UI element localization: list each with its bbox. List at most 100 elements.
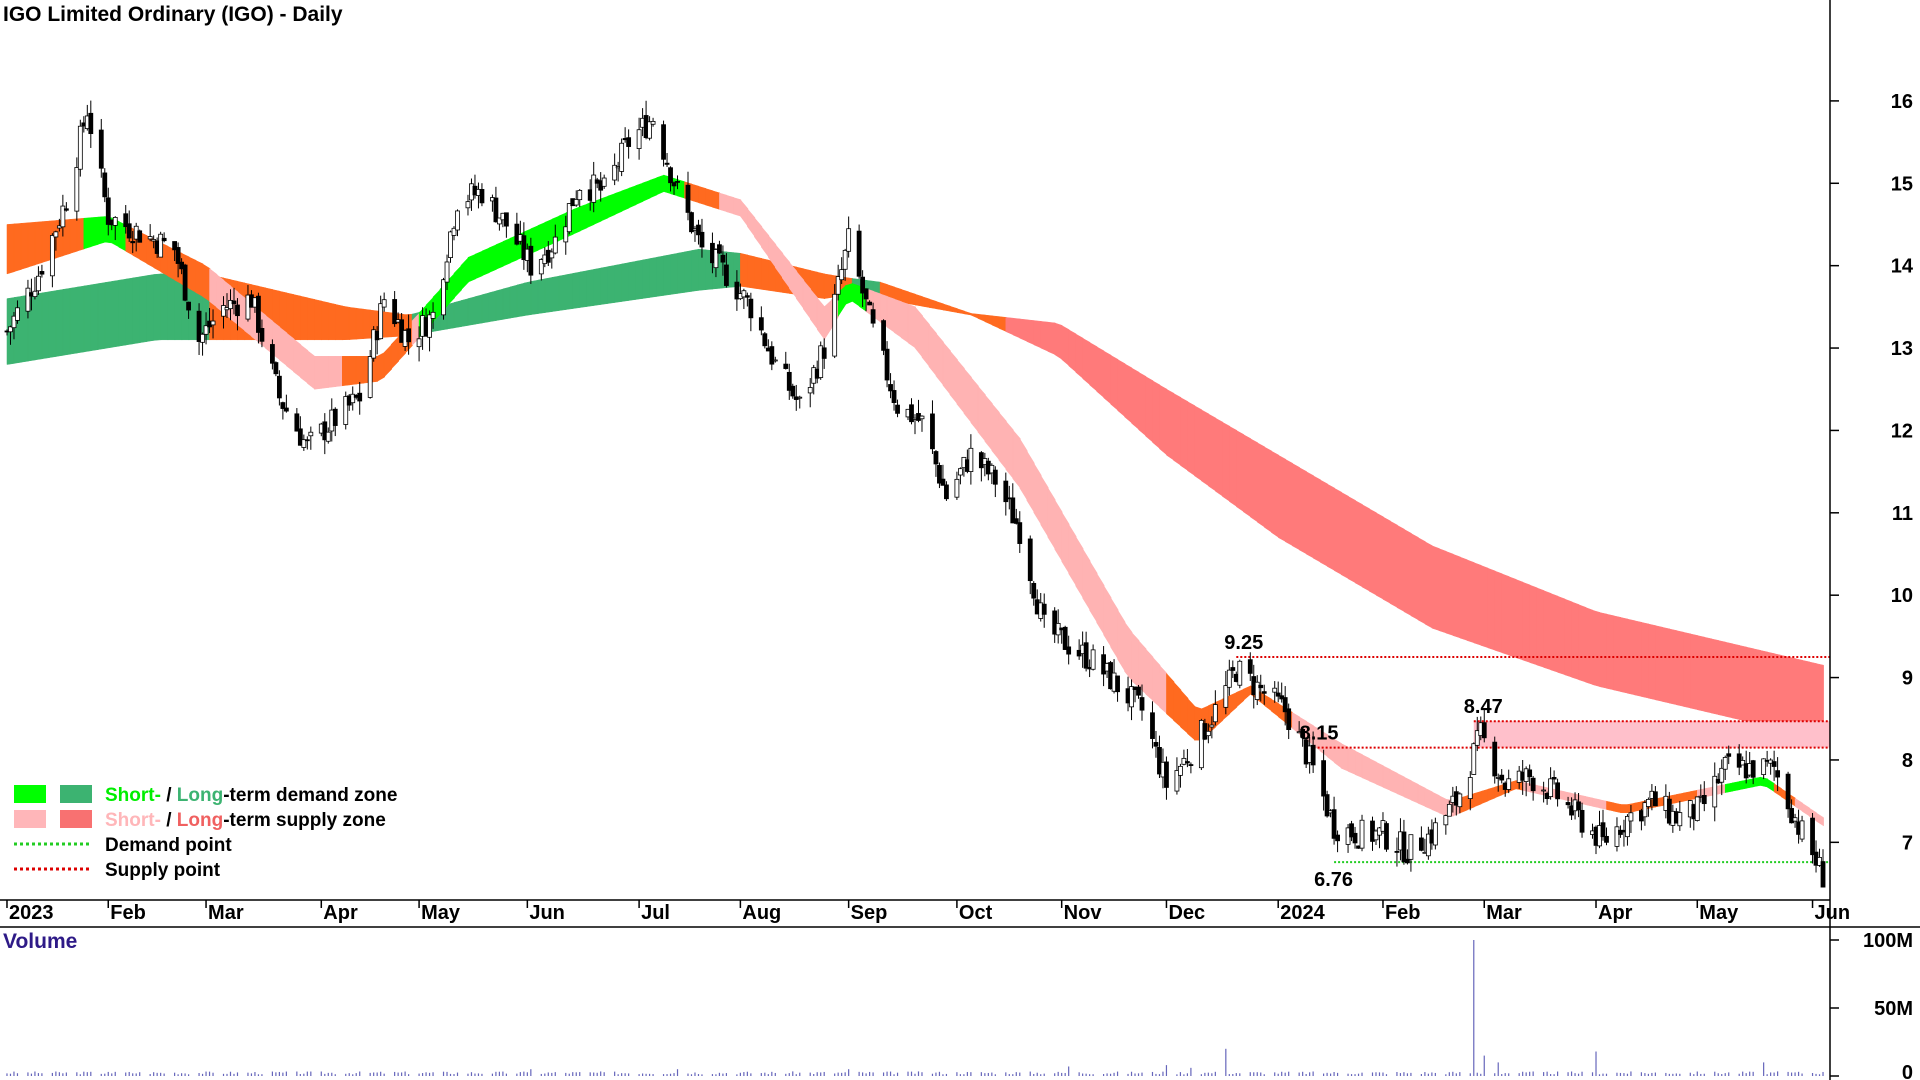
candle-body	[689, 212, 694, 233]
candle-body	[769, 346, 775, 365]
candle-body	[1625, 815, 1630, 838]
long-term-band-segment	[1298, 467, 1307, 555]
long-term-band-segment	[1319, 479, 1328, 567]
candle-body	[259, 328, 265, 342]
long-term-band-segment	[1557, 595, 1566, 676]
long-term-band-segment	[481, 292, 490, 324]
long-term-band-segment	[544, 277, 553, 313]
candle-body	[60, 205, 66, 228]
candle-body	[1785, 773, 1791, 810]
x-tick-label: Feb	[1385, 902, 1421, 924]
long-term-band-segment	[621, 262, 630, 302]
candle-body	[1150, 712, 1155, 739]
legend-label-part: /	[161, 785, 177, 806]
short-term-band-segment	[188, 256, 197, 293]
candle-body	[392, 299, 398, 325]
candle-body	[1789, 808, 1794, 824]
long-term-band-segment	[1438, 548, 1447, 634]
candle-body	[1062, 626, 1068, 650]
long-term-band-segment	[111, 279, 120, 348]
candle-body	[1600, 822, 1606, 838]
candle-body	[1286, 708, 1292, 730]
long-term-band-segment	[1103, 350, 1112, 405]
long-term-band-segment	[516, 282, 525, 318]
candle-body	[283, 407, 289, 412]
long-term-band-segment	[1284, 458, 1294, 547]
candle-body	[1258, 684, 1264, 689]
volume-tick-label: 0	[1902, 1062, 1913, 1080]
long-term-band-segment	[1180, 397, 1189, 472]
short-term-band-segment	[90, 216, 99, 247]
candle-body	[748, 298, 754, 319]
candle-body	[856, 230, 862, 277]
long-term-band-segment	[747, 254, 756, 289]
long-term-band-segment	[628, 260, 637, 301]
long-term-band-segment	[1431, 545, 1440, 631]
short-term-band-segment	[202, 263, 211, 303]
candle-body	[1677, 812, 1683, 827]
x-tick-label: 2023	[9, 902, 54, 924]
long-term-band-segment	[1473, 562, 1482, 646]
short-term-band-segment	[1354, 750, 1363, 779]
candle-body	[343, 396, 349, 425]
short-term-band-segment	[1173, 681, 1182, 728]
candle-body	[1275, 692, 1281, 697]
long-term-band-segment	[565, 273, 574, 310]
candle-body	[1066, 646, 1072, 655]
candle-body	[758, 317, 764, 331]
candle-body	[1701, 795, 1707, 805]
short-term-band-segment	[6, 223, 15, 275]
short-term-band-segment	[928, 323, 937, 377]
candle-body	[1282, 697, 1288, 713]
long-term-band-segment	[1424, 541, 1433, 629]
reference-lines	[1236, 655, 1830, 864]
candle-body	[465, 201, 471, 209]
candle-body	[1205, 730, 1211, 737]
short-term-band-segment	[1131, 631, 1140, 689]
long-term-band-segment	[1690, 633, 1699, 711]
candle-body	[744, 295, 750, 298]
long-term-band-segment	[656, 255, 665, 297]
legend-label-part: Short-	[105, 810, 161, 831]
short-term-band-segment	[411, 312, 420, 347]
candle-body	[734, 281, 740, 300]
short-term-band-segment	[1620, 804, 1629, 814]
short-term-band-segment	[1731, 781, 1741, 792]
candle-body	[713, 249, 719, 269]
long-term-band-segment	[460, 298, 469, 327]
candle-body	[521, 235, 527, 261]
candle-body	[276, 375, 282, 399]
candle-body	[1506, 778, 1512, 790]
long-term-band-segment	[1724, 641, 1734, 719]
long-term-band-segment	[1515, 579, 1524, 661]
candle-body	[1405, 858, 1410, 864]
candle-body	[273, 362, 279, 375]
long-term-band-segment	[900, 289, 909, 304]
long-term-band-segment	[914, 293, 923, 307]
candle-body	[1820, 861, 1826, 888]
candle-body	[15, 307, 20, 321]
short-term-band-segment	[13, 223, 22, 272]
long-term-band-segment	[607, 265, 616, 304]
candle-body	[32, 290, 38, 298]
short-term-band-segment	[390, 335, 399, 370]
y-tick-label: 12	[1891, 420, 1913, 442]
candle-body	[137, 230, 143, 243]
long-term-band-segment	[1494, 570, 1503, 654]
candle-body	[1331, 809, 1337, 839]
x-tick-label: Apr	[1598, 902, 1633, 924]
long-term-band-segment	[1766, 651, 1775, 729]
price-annotations: 9.25 8.47 8.15 6.76	[1224, 632, 1502, 891]
candle-body	[102, 172, 108, 198]
long-term-band-segment	[1138, 371, 1147, 437]
price-candles	[4, 100, 1826, 888]
short-term-band-segment	[481, 247, 490, 277]
candle-body	[1530, 777, 1536, 792]
short-term-band-segment	[921, 314, 930, 368]
legend-label-part: Demand point	[105, 835, 232, 856]
short-term-band-segment	[342, 356, 351, 387]
long-term-band-segment	[125, 277, 134, 346]
short-term-band-segment	[383, 343, 392, 378]
candle-body	[821, 347, 827, 359]
short-term-band-segment	[167, 245, 176, 281]
